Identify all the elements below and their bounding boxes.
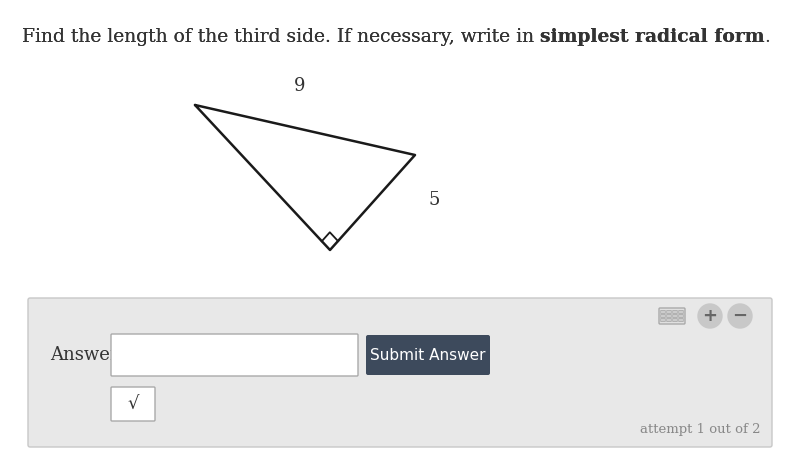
Text: Answer:: Answer:	[50, 346, 125, 364]
FancyBboxPatch shape	[666, 318, 671, 322]
FancyBboxPatch shape	[661, 318, 665, 322]
FancyBboxPatch shape	[666, 310, 671, 314]
Text: simplest radical form: simplest radical form	[540, 28, 764, 46]
FancyBboxPatch shape	[661, 314, 665, 318]
FancyBboxPatch shape	[28, 298, 772, 447]
Circle shape	[698, 304, 722, 328]
Text: .: .	[764, 28, 770, 46]
FancyBboxPatch shape	[366, 335, 490, 375]
FancyBboxPatch shape	[673, 318, 677, 322]
FancyBboxPatch shape	[111, 334, 358, 376]
Text: simplest radical form: simplest radical form	[540, 28, 764, 46]
FancyBboxPatch shape	[666, 314, 671, 318]
FancyBboxPatch shape	[673, 310, 677, 314]
Text: 9: 9	[294, 77, 306, 95]
Text: √: √	[127, 395, 138, 413]
FancyBboxPatch shape	[678, 310, 683, 314]
Text: Find the length of the third side. If necessary, write in: Find the length of the third side. If ne…	[22, 28, 540, 46]
FancyBboxPatch shape	[678, 314, 683, 318]
FancyBboxPatch shape	[659, 308, 685, 324]
Text: Submit Answer: Submit Answer	[370, 348, 486, 363]
FancyBboxPatch shape	[661, 310, 665, 314]
FancyBboxPatch shape	[111, 387, 155, 421]
Text: Find the length of the third side. If necessary, write in: Find the length of the third side. If ne…	[22, 28, 540, 46]
FancyBboxPatch shape	[678, 318, 683, 322]
Text: 5: 5	[428, 191, 439, 209]
Circle shape	[728, 304, 752, 328]
Text: +: +	[702, 307, 718, 325]
Text: ▦: ▦	[665, 308, 679, 323]
Text: −: −	[733, 307, 747, 325]
FancyBboxPatch shape	[673, 314, 677, 318]
Text: attempt 1 out of 2: attempt 1 out of 2	[639, 423, 760, 436]
